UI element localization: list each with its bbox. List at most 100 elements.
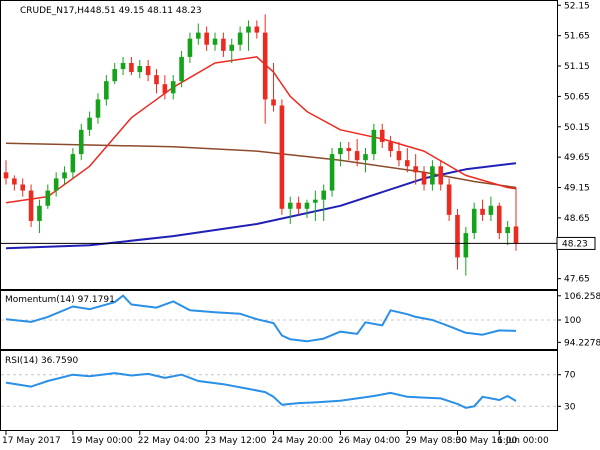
candle-body xyxy=(87,117,92,130)
candle-body xyxy=(45,190,51,206)
candle-body xyxy=(480,208,485,215)
candle-body xyxy=(3,172,9,179)
price-tick-label: 51.65 xyxy=(564,32,590,42)
candle-body xyxy=(137,66,143,73)
candle-body xyxy=(204,32,209,45)
candle-body xyxy=(338,148,343,155)
candle-body xyxy=(271,99,276,106)
candle-body xyxy=(237,32,243,45)
time-tick-label: 23 May 12:00 xyxy=(205,436,267,446)
candle-body xyxy=(396,151,402,161)
candle-body xyxy=(20,184,26,191)
candle-body xyxy=(304,202,310,209)
sma-mid-line xyxy=(5,142,517,189)
price-tick-label: 51.15 xyxy=(564,62,590,72)
price-axis: 52.15 51.65 51.15 50.65 50.15 49.65 49.15 48.65… xyxy=(557,1,590,285)
candle-body xyxy=(254,26,260,33)
candle-body xyxy=(287,202,293,209)
candle-body xyxy=(463,233,469,258)
price-tick-label: 52.15 xyxy=(564,1,590,11)
rsi-label: RSI(14) 36.7590 xyxy=(5,356,78,366)
candle-body xyxy=(162,84,168,94)
candle-body xyxy=(413,166,418,173)
time-tick-label: 17 May 2017 xyxy=(2,436,61,446)
momentum-indicator: 106.2582 100 94.2278 xyxy=(1,292,600,348)
candle-body xyxy=(221,38,226,51)
sma-fast-line xyxy=(5,56,517,204)
momentum-label: Momentum(14) 97.1791 xyxy=(5,295,115,305)
candle-body xyxy=(505,227,510,234)
candle-body xyxy=(455,214,460,258)
rsi-line xyxy=(5,372,517,409)
candle-body xyxy=(145,66,151,76)
candle-body xyxy=(37,205,42,221)
candle-body xyxy=(421,172,427,185)
candle-body xyxy=(496,205,502,234)
candle-body xyxy=(471,208,477,234)
symbol-header: CRUDE_N17,H4 xyxy=(20,6,90,16)
candle-body xyxy=(446,184,452,215)
candle-body xyxy=(212,38,218,45)
candle-body xyxy=(262,32,268,100)
price-tick-label: 48.65 xyxy=(564,214,590,224)
candle-body xyxy=(313,199,318,203)
candle-body xyxy=(112,69,117,82)
last-price-label: 48.23 xyxy=(562,239,588,249)
candle-body xyxy=(62,172,67,179)
candle-body xyxy=(154,75,159,85)
candle-body xyxy=(296,202,301,209)
candle-body xyxy=(329,154,335,191)
time-axis: 17 May 2017 19 May 00:00 22 May 04:00 23 Ma… xyxy=(2,431,549,446)
candles xyxy=(3,14,519,276)
candle-body xyxy=(388,141,393,152)
momentum-line xyxy=(5,294,517,343)
candle-body xyxy=(438,166,444,185)
candle-body xyxy=(405,160,410,167)
candle-body xyxy=(488,205,494,215)
candle-body xyxy=(12,178,17,185)
candle-body xyxy=(53,178,59,191)
candle-body xyxy=(195,32,201,39)
candle-body xyxy=(379,129,385,142)
time-tick-label: 1 Jun 00:00 xyxy=(497,436,549,446)
momentum-tick-label: 100 xyxy=(564,316,581,326)
candle-body xyxy=(430,166,435,185)
candle-body xyxy=(28,190,34,221)
candle-body xyxy=(104,81,109,100)
candle-body xyxy=(179,56,184,82)
candle-body xyxy=(363,154,368,161)
price-tick-label: 49.65 xyxy=(564,153,590,163)
candle-body xyxy=(279,105,285,209)
candle-body xyxy=(346,148,352,152)
momentum-tick-label: 94.2278 xyxy=(564,338,600,348)
last-price-box xyxy=(556,236,596,250)
last-price-level: 48.23 xyxy=(1,236,596,250)
rsi-tick-label: 70 xyxy=(564,371,576,381)
time-tick-label: 30 May 16:00 xyxy=(455,436,517,446)
price-tick-label: 49.15 xyxy=(564,184,590,194)
price-tick-label: 50.15 xyxy=(564,123,590,133)
candle-body xyxy=(70,154,76,173)
time-tick-label: 29 May 08:00 xyxy=(405,436,467,446)
candle-body xyxy=(371,129,377,155)
candle-body xyxy=(354,151,360,161)
time-tick-label: 22 May 04:00 xyxy=(138,436,200,446)
time-tick-label: 19 May 00:00 xyxy=(71,436,133,446)
candle-body xyxy=(120,62,126,70)
candle-body xyxy=(95,99,101,118)
candle-body xyxy=(170,81,176,94)
candle-body xyxy=(246,26,251,33)
ohlc-header: 48.51 49.15 48.11 48.23 xyxy=(90,6,202,16)
time-tick-label: 24 May 20:00 xyxy=(272,436,334,446)
candle-body xyxy=(129,62,134,73)
time-tick-label: 26 May 04:00 xyxy=(338,436,400,446)
rsi-tick-label: 30 xyxy=(564,402,576,412)
candle-body xyxy=(229,44,235,51)
rsi-panel-frame xyxy=(0,350,558,431)
candle-body xyxy=(513,226,519,244)
candle-body xyxy=(187,38,193,57)
candle-body xyxy=(321,190,327,200)
candle-body xyxy=(78,129,84,155)
price-tick-label: 47.65 xyxy=(564,275,590,285)
